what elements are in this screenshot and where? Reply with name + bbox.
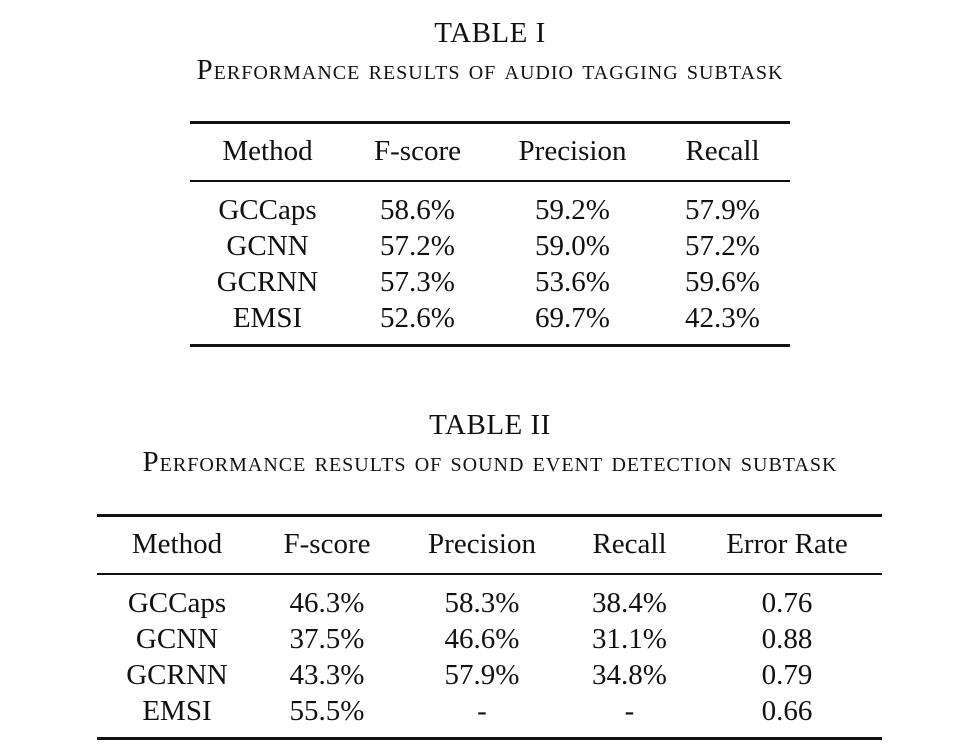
table2-cell: 31.1% bbox=[592, 622, 667, 655]
table2-cell: 34.8% bbox=[592, 658, 667, 691]
table2-row: GCRNN 43.3% 57.9% 34.8% 0.79 bbox=[97, 657, 882, 693]
table2-cell: 57.9% bbox=[444, 658, 520, 691]
table2-cell: GCCaps bbox=[127, 586, 227, 619]
table2-cell: GCNN bbox=[135, 622, 219, 655]
table2-cell: 46.3% bbox=[289, 586, 365, 619]
table2-cell: 0.79 bbox=[761, 658, 813, 691]
table2-cell: 0.88 bbox=[761, 622, 813, 655]
table1-cell: EMSI bbox=[232, 301, 303, 334]
table1-cell: GCCaps bbox=[218, 193, 317, 226]
table1-cell: 59.2% bbox=[535, 193, 610, 226]
table1-cell: 42.3% bbox=[685, 301, 760, 334]
table1-cell: 53.6% bbox=[535, 265, 610, 298]
table1-cell: GCRNN bbox=[216, 265, 319, 298]
table2-cell: 37.5% bbox=[289, 622, 365, 655]
table2-header-error-rate: Error Rate bbox=[726, 528, 848, 561]
table1-title: Performance results of audio tagging sub… bbox=[196, 54, 784, 86]
table2-cell: - bbox=[624, 694, 635, 727]
table1-cell: 59.6% bbox=[685, 265, 760, 298]
table1-cell: 52.6% bbox=[380, 301, 455, 334]
table1-cell: 58.6% bbox=[380, 193, 455, 226]
table2-title: Performance results of sound event detec… bbox=[142, 446, 838, 478]
table2-cell: GCRNN bbox=[126, 658, 228, 691]
table1-row: GCRNN 57.3% 53.6% 59.6% bbox=[190, 264, 790, 300]
table2-cell: 58.3% bbox=[444, 586, 520, 619]
table1-header-precision: Precision bbox=[518, 135, 627, 168]
table1-row: GCNN 57.2% 59.0% 57.2% bbox=[190, 228, 790, 264]
table1-cell: GCNN bbox=[226, 229, 309, 262]
table1: Method F-score Precision Recall GCCaps 5… bbox=[190, 121, 790, 347]
table2: Method F-score Precision Recall Error Ra… bbox=[97, 514, 882, 740]
table1-cell: 57.9% bbox=[685, 193, 760, 226]
table2-cell: - bbox=[477, 694, 487, 727]
table2-header-fscore: F-score bbox=[283, 528, 371, 561]
table2-header-method: Method bbox=[131, 528, 223, 561]
table2-row: GCNN 37.5% 46.6% 31.1% 0.88 bbox=[97, 621, 882, 657]
table1-header-row: Method F-score Precision Recall bbox=[190, 122, 790, 181]
table1-cell: 69.7% bbox=[535, 301, 610, 334]
table1-row: EMSI 52.6% 69.7% 42.3% bbox=[190, 300, 790, 345]
table2-label: TABLE II bbox=[429, 409, 551, 441]
table1-header-fscore: F-score bbox=[374, 135, 461, 168]
table2-cell: 46.6% bbox=[444, 622, 520, 655]
table2-header-row: Method F-score Precision Recall Error Ra… bbox=[97, 515, 882, 574]
table1-header-recall: Recall bbox=[685, 135, 760, 168]
table2-header-recall: Recall bbox=[592, 528, 667, 561]
table1-cell: 57.2% bbox=[380, 229, 455, 262]
table2-cell: 55.5% bbox=[289, 694, 365, 727]
table2-row: EMSI 55.5% - - 0.66 bbox=[97, 693, 882, 738]
table1-row: GCCaps 58.6% 59.2% 57.9% bbox=[190, 181, 790, 228]
table2-cell: 0.66 bbox=[761, 694, 813, 727]
table2-cell: 43.3% bbox=[289, 658, 365, 691]
table1-cell: 57.3% bbox=[380, 265, 455, 298]
table1-header-method: Method bbox=[222, 135, 313, 168]
table2-cell: EMSI bbox=[142, 694, 212, 727]
table2-cell: 0.76 bbox=[761, 586, 813, 619]
table2-cell: 38.4% bbox=[592, 586, 667, 619]
table1-cell: 57.2% bbox=[685, 229, 760, 262]
table1-cell: 59.0% bbox=[535, 229, 610, 262]
table1-label: TABLE I bbox=[434, 17, 546, 49]
table2-row: GCCaps 46.3% 58.3% 38.4% 0.76 bbox=[97, 574, 882, 621]
table2-header-precision: Precision bbox=[428, 528, 536, 561]
